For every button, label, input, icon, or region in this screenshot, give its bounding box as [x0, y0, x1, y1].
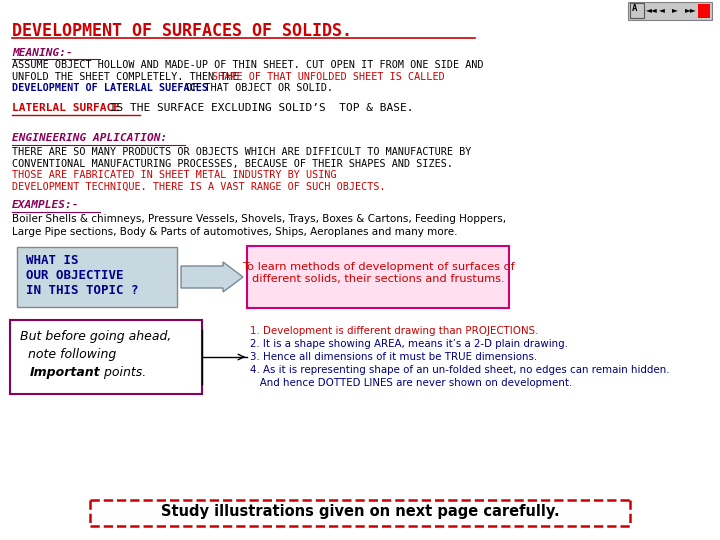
Text: 1. Development is different drawing than PROJECTIONS.: 1. Development is different drawing than…	[250, 326, 539, 336]
Text: points.: points.	[100, 366, 146, 379]
FancyArrow shape	[181, 262, 243, 292]
Text: DEVELOPMENT OF LATERLAL SUEFACES: DEVELOPMENT OF LATERLAL SUEFACES	[12, 83, 208, 93]
Text: To learn methods of development of surfaces of
different solids, their sections : To learn methods of development of surfa…	[242, 262, 514, 284]
Text: THERE ARE SO MANY PRODUCTS OR OBJECTS WHICH ARE DIFFICULT TO MANUFACTURE BY: THERE ARE SO MANY PRODUCTS OR OBJECTS WH…	[12, 147, 472, 157]
Text: UNFOLD THE SHEET COMPLETELY. THEN THE: UNFOLD THE SHEET COMPLETELY. THEN THE	[12, 71, 245, 82]
FancyBboxPatch shape	[10, 320, 202, 394]
FancyBboxPatch shape	[17, 247, 177, 307]
Text: Boiler Shells & chimneys, Pressure Vessels, Shovels, Trays, Boxes & Cartons, Fee: Boiler Shells & chimneys, Pressure Vesse…	[12, 214, 506, 224]
Text: DEVELOPMENT OF SURFACES OF SOLIDS.: DEVELOPMENT OF SURFACES OF SOLIDS.	[12, 22, 352, 40]
Text: EXAMPLES:-: EXAMPLES:-	[12, 200, 79, 210]
Text: But before going ahead,: But before going ahead,	[20, 330, 171, 343]
Text: 4. As it is representing shape of an un-folded sheet, no edges can remain hidden: 4. As it is representing shape of an un-…	[250, 365, 670, 375]
Text: Large Pipe sections, Body & Parts of automotives, Ships, Aeroplanes and many mor: Large Pipe sections, Body & Parts of aut…	[12, 227, 457, 237]
Text: ◄◄: ◄◄	[646, 5, 658, 14]
Text: CONVENTIONAL MANUFACTURING PROCESSES, BECAUSE OF THEIR SHAPES AND SIZES.: CONVENTIONAL MANUFACTURING PROCESSES, BE…	[12, 159, 453, 168]
Text: note following: note following	[20, 348, 116, 361]
Text: ►: ►	[672, 5, 678, 14]
Text: ►►: ►►	[685, 5, 697, 14]
Text: ◄: ◄	[659, 5, 665, 14]
Text: WHAT IS
OUR OBJECTIVE
IN THIS TOPIC ?: WHAT IS OUR OBJECTIVE IN THIS TOPIC ?	[26, 254, 138, 297]
Text: LATERLAL SURFACE: LATERLAL SURFACE	[12, 103, 120, 113]
Text: A: A	[632, 4, 637, 13]
Text: ENGINEERING APLICATION:: ENGINEERING APLICATION:	[12, 133, 167, 143]
Text: 3. Hence all dimensions of it must be TRUE dimensions.: 3. Hence all dimensions of it must be TR…	[250, 352, 537, 362]
Text: DEVELOPMENT TECHNIQUE. THERE IS A VAST RANGE OF SUCH OBJECTS.: DEVELOPMENT TECHNIQUE. THERE IS A VAST R…	[12, 181, 386, 192]
Bar	[698, 4, 710, 18]
Bar	[630, 3, 644, 18]
Text: 2. It is a shape showing AREA, means it’s a 2-D plain drawing.: 2. It is a shape showing AREA, means it’…	[250, 339, 568, 349]
Bar	[628, 2, 712, 20]
FancyBboxPatch shape	[247, 246, 509, 308]
Text: MEANING:-: MEANING:-	[12, 48, 73, 58]
Text: THOSE ARE FABRICATED IN SHEET METAL INDUSTRY BY USING: THOSE ARE FABRICATED IN SHEET METAL INDU…	[12, 170, 337, 180]
Text: SHAPE OF THAT UNFOLDED SHEET IS CALLED: SHAPE OF THAT UNFOLDED SHEET IS CALLED	[212, 71, 444, 82]
Text: OF THAT OBJECT OR SOLID.: OF THAT OBJECT OR SOLID.	[180, 83, 333, 93]
Text: Important: Important	[30, 366, 101, 379]
Text: IS THE SURFACE EXCLUDING SOLID’S  TOP & BASE.: IS THE SURFACE EXCLUDING SOLID’S TOP & B…	[103, 103, 414, 113]
Text: Study illustrations given on next page carefully.: Study illustrations given on next page c…	[161, 504, 559, 519]
Text: And hence DOTTED LINES are never shown on development.: And hence DOTTED LINES are never shown o…	[250, 378, 572, 388]
Text: ASSUME OBJECT HOLLOW AND MADE-UP OF THIN SHEET. CUT OPEN IT FROM ONE SIDE AND: ASSUME OBJECT HOLLOW AND MADE-UP OF THIN…	[12, 60, 484, 70]
